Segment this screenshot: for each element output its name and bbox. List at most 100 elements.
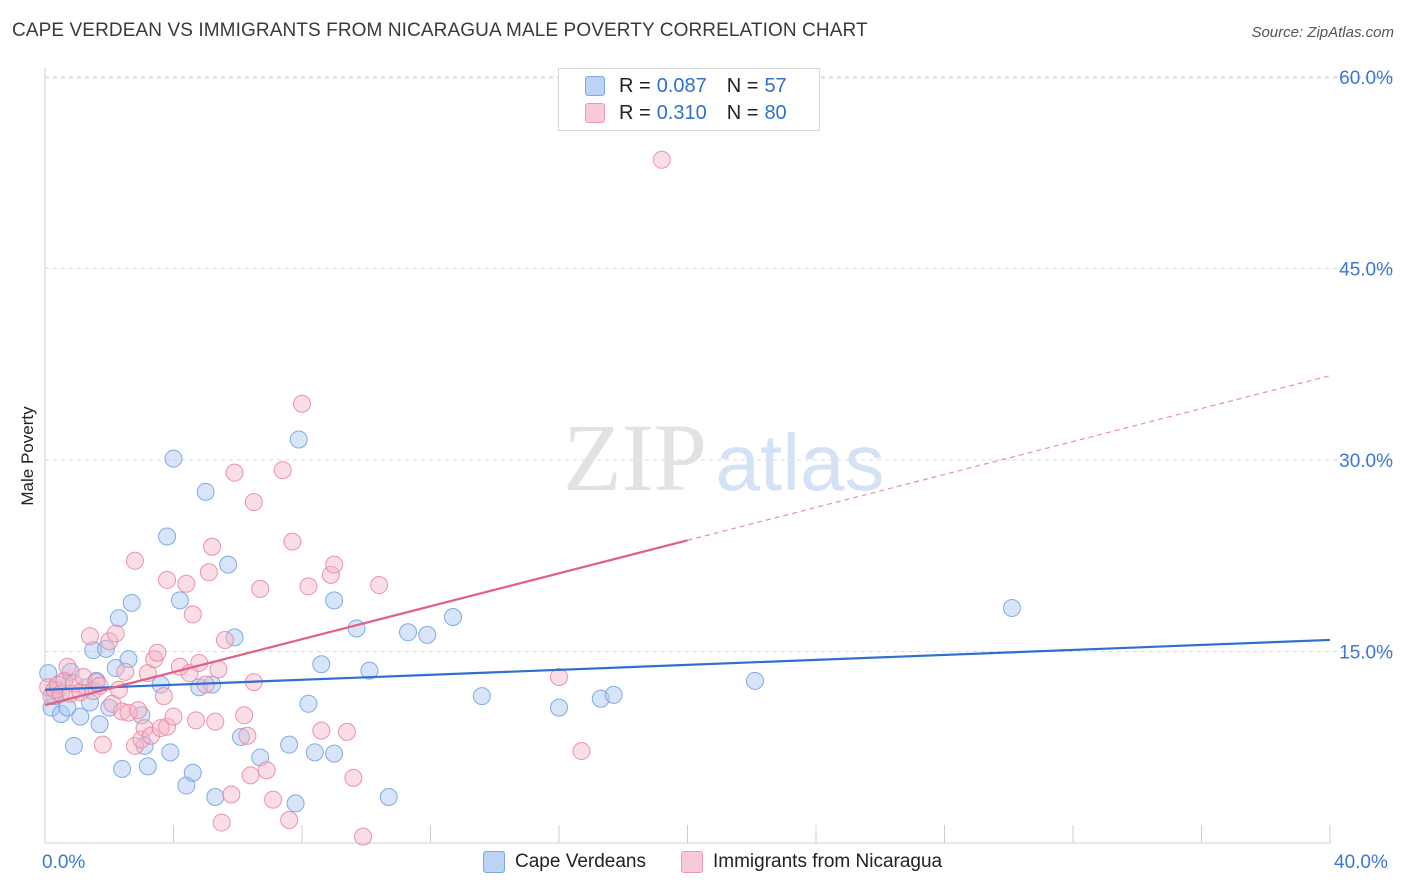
nicaragua-point bbox=[158, 570, 177, 589]
cape-verdean-point bbox=[1002, 599, 1021, 618]
y-tick-label: 15.0% bbox=[1339, 642, 1393, 663]
legend-r-value: 0.087 bbox=[656, 74, 707, 97]
cape-verdean-point bbox=[399, 623, 418, 642]
cape-verdean-point bbox=[472, 687, 491, 706]
nicaragua-point bbox=[299, 577, 318, 596]
chart-source: Source: ZipAtlas.com bbox=[1251, 24, 1394, 41]
nicaragua-point bbox=[132, 730, 151, 749]
nicaragua-point bbox=[280, 811, 299, 830]
nicaragua-point bbox=[125, 736, 144, 755]
nicaragua-point bbox=[241, 766, 260, 785]
cape-verdean-point bbox=[158, 527, 177, 546]
nicaragua-point bbox=[652, 150, 671, 169]
cape-verdean-trend-line bbox=[44, 638, 1331, 691]
cape-verdean-point bbox=[52, 705, 71, 724]
cape-verdean-point bbox=[183, 763, 202, 782]
legend-item-cape-verdeans: Cape Verdeans bbox=[483, 851, 646, 873]
cape-verdean-point bbox=[84, 641, 103, 660]
cape-verdean-point bbox=[443, 607, 462, 626]
y-tick-label: 30.0% bbox=[1339, 451, 1393, 472]
cape-verdean-point bbox=[604, 685, 623, 704]
nicaragua-point bbox=[325, 555, 344, 574]
x-tick-label-max: 40.0% bbox=[1334, 852, 1388, 873]
nicaragua-point bbox=[135, 719, 154, 738]
chart-title: CAPE VERDEAN VS IMMIGRANTS FROM NICARAGU… bbox=[12, 20, 868, 41]
cape-verdean-point bbox=[347, 619, 366, 638]
legend-row-cape-verdeans: R = 0.087 N = 57 bbox=[585, 74, 787, 98]
legend-swatch-blue bbox=[585, 76, 605, 96]
nicaragua-point bbox=[113, 702, 132, 721]
nicaragua-point bbox=[215, 630, 234, 649]
legend-r-label: R = bbox=[619, 74, 651, 97]
nicaragua-point bbox=[93, 735, 112, 754]
nicaragua-point bbox=[129, 701, 148, 720]
nicaragua-point bbox=[106, 624, 125, 643]
nicaragua-point bbox=[225, 463, 244, 482]
nicaragua-point bbox=[209, 660, 228, 679]
cape-verdean-point bbox=[305, 743, 324, 762]
cape-verdean-point bbox=[113, 759, 132, 778]
nicaragua-point bbox=[235, 706, 254, 725]
nicaragua-point bbox=[151, 719, 170, 738]
legend-n-value: 80 bbox=[764, 101, 787, 124]
nicaragua-point bbox=[572, 742, 591, 761]
nicaragua-point bbox=[177, 574, 196, 593]
cape-verdean-point bbox=[206, 788, 225, 807]
y-tick-label: 60.0% bbox=[1339, 68, 1393, 89]
cape-verdean-point bbox=[550, 698, 568, 717]
nicaragua-point bbox=[186, 711, 205, 730]
cape-verdean-point bbox=[280, 735, 299, 754]
legend-n-value: 57 bbox=[764, 74, 787, 97]
nicaragua-point bbox=[148, 643, 167, 662]
cape-verdean-point bbox=[39, 664, 58, 683]
nicaragua-point bbox=[206, 712, 225, 731]
nicaragua-trend-line bbox=[44, 539, 688, 707]
cape-verdean-point bbox=[286, 794, 305, 813]
cape-verdean-point bbox=[90, 715, 109, 734]
cape-verdean-point bbox=[196, 482, 215, 501]
nicaragua-point bbox=[154, 687, 173, 706]
cape-verdean-point bbox=[164, 449, 183, 468]
nicaragua-point bbox=[116, 662, 135, 681]
nicaragua-point bbox=[337, 722, 356, 741]
cape-verdean-point bbox=[122, 593, 141, 612]
nicaragua-point bbox=[222, 785, 241, 804]
cape-verdean-point bbox=[325, 591, 344, 610]
cape-verdean-point bbox=[231, 728, 250, 747]
cape-verdean-point bbox=[299, 694, 318, 713]
correlation-legend: R = 0.087 N = 57 R = 0.310 N = 80 bbox=[558, 68, 820, 131]
nicaragua-point bbox=[58, 657, 77, 676]
cape-verdean-point bbox=[71, 707, 90, 726]
cape-verdean-point bbox=[325, 744, 344, 763]
cape-verdean-point bbox=[170, 591, 189, 610]
legend-label: Cape Verdeans bbox=[515, 851, 646, 872]
legend-swatch-pink bbox=[585, 103, 605, 123]
cape-verdean-point bbox=[312, 655, 331, 674]
y-tick-label: 45.0% bbox=[1339, 259, 1393, 280]
cape-verdean-point bbox=[161, 743, 180, 762]
cape-verdean-point bbox=[109, 609, 128, 628]
cape-verdean-point bbox=[418, 625, 437, 644]
nicaragua-point bbox=[212, 813, 231, 832]
cape-verdean-point bbox=[360, 661, 379, 680]
nicaragua-point bbox=[164, 707, 183, 726]
nicaragua-point bbox=[344, 768, 363, 787]
nicaragua-point bbox=[244, 493, 263, 512]
watermark-zip: ZIP bbox=[563, 404, 707, 511]
y-axis-label: Male Poverty bbox=[18, 406, 37, 506]
nicaragua-point bbox=[158, 717, 177, 736]
nicaragua-point bbox=[312, 721, 331, 740]
nicaragua-point bbox=[238, 726, 257, 745]
legend-n-label: N = bbox=[726, 74, 759, 97]
series-legend: Cape Verdeans Immigrants from Nicaragua bbox=[0, 851, 1406, 877]
nicaragua-point bbox=[370, 576, 389, 595]
legend-r-label: R = bbox=[619, 101, 651, 124]
nicaragua-point bbox=[293, 394, 311, 413]
nicaragua-point bbox=[264, 790, 283, 809]
cape-verdean-point bbox=[289, 430, 308, 449]
nicaragua-point bbox=[550, 667, 568, 686]
nicaragua-point bbox=[125, 551, 144, 570]
cape-verdean-point bbox=[745, 671, 764, 690]
nicaragua-trend-line-extension bbox=[687, 375, 1331, 541]
